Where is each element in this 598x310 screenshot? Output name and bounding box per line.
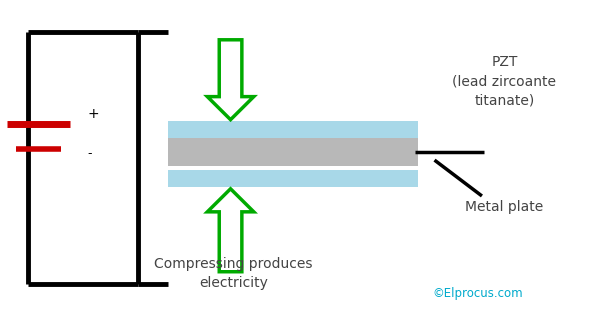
Text: +: + — [88, 107, 99, 121]
Bar — [168, 121, 418, 138]
Bar — [168, 138, 418, 166]
Text: -: - — [88, 147, 92, 160]
Text: Metal plate: Metal plate — [465, 200, 544, 214]
Text: PZT
(lead zircoante
titanate): PZT (lead zircoante titanate) — [452, 55, 556, 108]
Text: ©Elprocus.com: ©Elprocus.com — [432, 287, 523, 300]
Polygon shape — [208, 40, 254, 120]
Text: Compressing produces
electricity: Compressing produces electricity — [154, 257, 313, 290]
Polygon shape — [208, 189, 254, 272]
Bar — [168, 170, 418, 187]
